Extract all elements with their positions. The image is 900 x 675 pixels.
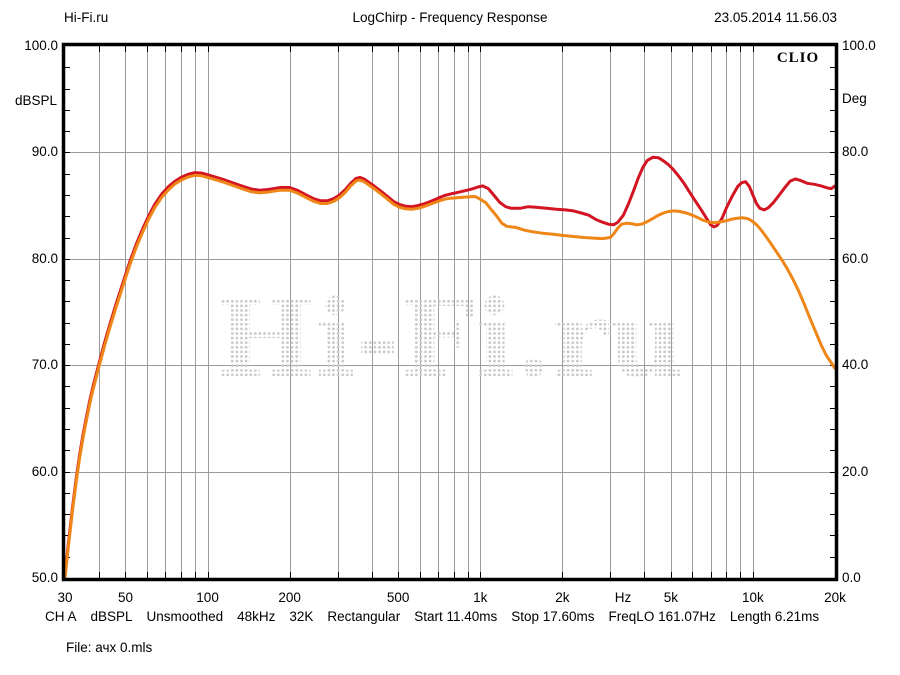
- status-item: CH A: [45, 609, 77, 624]
- status-item: 48kHz: [237, 609, 276, 624]
- status-item: Start 11.40ms: [414, 609, 498, 624]
- x-tick-label: 10k: [742, 590, 764, 605]
- y-left-tick-label: 90.0: [31, 144, 58, 160]
- x-tick-label: 20k: [824, 590, 846, 605]
- y-right-tick-label: 40.0: [842, 357, 869, 373]
- page-title: LogChirp - Frequency Response: [352, 10, 548, 25]
- watermark-text: Hi-Fi.ru: [215, 276, 685, 401]
- tick-marks: [65, 46, 835, 578]
- status-item: Unsmoothed: [146, 609, 224, 624]
- x-tick-label: 30: [57, 590, 73, 605]
- x-tick-label: 5k: [663, 590, 678, 605]
- y-right-tick-label: 60.0: [842, 250, 869, 266]
- y-left-axis-unit: dBSPL: [14, 93, 57, 108]
- response-orange-curve: [65, 173, 835, 578]
- status-item: 32K: [289, 609, 314, 624]
- x-tick-label: 200: [278, 590, 301, 605]
- y-right-axis-unit: Deg: [842, 91, 867, 106]
- y-left-tick-label: 80.0: [31, 250, 58, 266]
- status-bar: CH A dBSPL Unsmoothed 48kHz 32K Rectangular St…: [45, 609, 819, 624]
- y-right-tick-label: 100.0: [842, 38, 876, 53]
- x-tick-label: Hz: [614, 590, 632, 605]
- grid-lines: [65, 46, 835, 578]
- status-item: Rectangular: [327, 609, 401, 624]
- y-left-tick-label: 60.0: [31, 463, 58, 479]
- file-label: File: ачх 0.mls: [66, 640, 153, 655]
- status-item: FreqLO 161.07Hz: [608, 609, 716, 624]
- x-tick-label: 100: [196, 590, 219, 605]
- x-tick-label: 50: [117, 590, 133, 605]
- x-tick-label: 1k: [473, 590, 488, 605]
- x-tick-label: 500: [386, 590, 410, 605]
- y-left-tick-label: 70.0: [31, 357, 58, 373]
- y-left-tick-label: 100.0: [24, 38, 58, 53]
- status-item: Length 6.21ms: [729, 609, 820, 624]
- y-right-tick-label: 80.0: [842, 144, 869, 160]
- site-label: Hi-Fi.ru: [64, 10, 109, 25]
- plot-frame: [61, 42, 839, 582]
- clio-brand-label: CLIO: [776, 50, 820, 66]
- y-left-tick-label: 50.0: [31, 570, 58, 585]
- status-item: Stop 17.60ms: [511, 609, 595, 624]
- x-tick-label: 2k: [555, 590, 570, 605]
- y-right-tick-label: 20.0: [842, 463, 869, 479]
- status-item: dBSPL: [90, 609, 133, 624]
- curves: [65, 155, 835, 578]
- response-red-curve: [65, 155, 835, 577]
- y-right-tick-label: 0.0: [842, 570, 861, 585]
- datetime-label: 23.05.2014 11.56.03: [714, 10, 837, 25]
